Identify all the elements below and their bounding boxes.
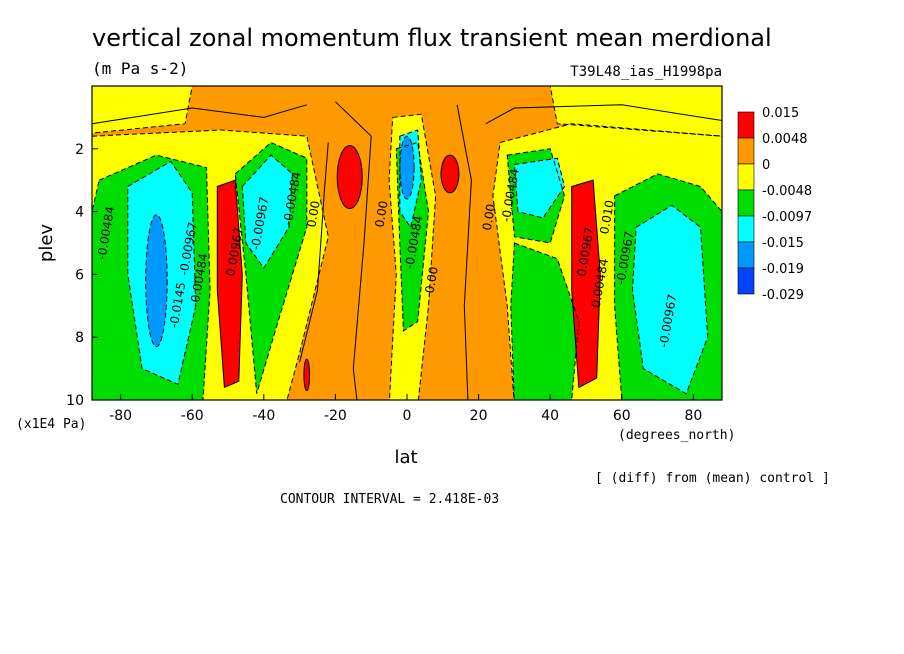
y-axis: 2 4 6 8 10 [66, 142, 98, 409]
x-tick-label: -20 [324, 408, 347, 424]
colorbar-swatch [737, 215, 755, 243]
colorbar-level-label: -0.029 [762, 288, 804, 303]
contour-interval: CONTOUR INTERVAL = 2.418E-03 [280, 492, 499, 507]
y-tick-label: 10 [66, 393, 84, 409]
contour-label: 0.00 [372, 200, 390, 229]
x-tick-label: -80 [109, 408, 132, 424]
colorbar-level-label: -0.0097 [762, 210, 812, 225]
x-tick-label: 20 [470, 408, 488, 424]
chart-title: vertical zonal momentum flux transient m… [92, 24, 772, 52]
contour-line [92, 154, 211, 400]
band-red-north-upper [441, 155, 459, 193]
contour-line [492, 123, 722, 400]
chart-units: (m Pa s-2) [92, 59, 188, 78]
colorbar-level-label: -0.0048 [762, 184, 812, 199]
contour-plot-area: -0.00484-0.0145-0.00967-0.004840.00967-0… [92, 86, 722, 400]
contour-line [506, 148, 566, 244]
colorbar-swatch [737, 267, 755, 295]
contour-line [631, 204, 709, 395]
y-tick-label: 8 [75, 330, 84, 346]
colorbar-swatch [737, 189, 755, 217]
x-tick-label: 80 [684, 408, 702, 424]
colorbar-level-label: 0.015 [762, 106, 799, 121]
x-tick-label: 0 [403, 408, 412, 424]
band-yellow-top-right [550, 86, 722, 137]
contour-line [456, 104, 472, 400]
y-tick-label: 4 [75, 205, 84, 221]
x-tick-label: -40 [252, 408, 275, 424]
contour-line [145, 214, 168, 348]
band-blue-equator [399, 136, 415, 200]
band-green-north-low [510, 243, 579, 400]
run-id: T39L48_ias_H1998pa [570, 64, 722, 80]
contour-line [335, 101, 372, 400]
colorbar-level-label: -0.015 [762, 236, 804, 251]
band-yellow-top-left [92, 86, 193, 134]
contour-line [395, 141, 430, 332]
y-units-label: (x1E4 Pa) [16, 417, 86, 432]
y-tick-label: 6 [75, 267, 84, 283]
band-red-north [571, 180, 601, 388]
band-red-south [217, 180, 243, 388]
colorbar: 0.015 0.0048 0 -0.0048 -0.0097 -0.015 -0.019 -0… [737, 106, 812, 303]
contour-line [303, 358, 311, 392]
diff-note: [ (diff) from (mean) control ] [595, 471, 830, 486]
band-cyan-south-mid [242, 155, 293, 269]
colorbar-level-label: 0.0048 [762, 132, 808, 147]
band-red-south-upper [337, 145, 363, 209]
colorbar-level-label: 0 [762, 158, 770, 173]
contour-line [336, 145, 363, 209]
contour-line [127, 160, 197, 386]
contour-label: 0.00 [304, 200, 322, 229]
contour-label: 0.010 [597, 199, 617, 235]
contour-line [485, 104, 722, 125]
x-tick-label: 60 [613, 408, 631, 424]
contour-line [399, 135, 415, 200]
colorbar-swatch [737, 137, 755, 165]
y-axis-label: plev [36, 224, 57, 263]
colorbar-swatch [737, 163, 755, 191]
x-axis: -80 -60 -40 -20 0 20 40 60 80 [109, 394, 702, 424]
contour-label: 0.00 [480, 203, 498, 232]
band-cyan-north-far [632, 205, 708, 394]
y-tick-label: 2 [75, 142, 84, 158]
band-red-small [303, 359, 310, 391]
band-cyan-north-inner [514, 158, 565, 218]
contour-line [299, 142, 329, 363]
colorbar-level-label: -0.019 [762, 262, 804, 277]
x-units-label: (degrees_north) [618, 428, 735, 443]
contour-label: 0.00 [422, 266, 440, 295]
colorbar-swatch [737, 111, 755, 139]
contour-line [440, 154, 460, 194]
contour-line [571, 179, 601, 389]
x-axis-label: lat [394, 447, 417, 468]
contour-line [513, 157, 566, 219]
contour-line [216, 179, 243, 389]
x-tick-label: 40 [541, 408, 559, 424]
contour-line [92, 129, 329, 400]
contour-line [388, 113, 437, 400]
colorbar-swatch [737, 241, 755, 269]
contour-line [92, 104, 307, 125]
contour-line [241, 154, 294, 270]
band-blue-south [145, 214, 168, 347]
x-tick-label: -60 [181, 408, 204, 424]
contour-line [92, 86, 193, 134]
